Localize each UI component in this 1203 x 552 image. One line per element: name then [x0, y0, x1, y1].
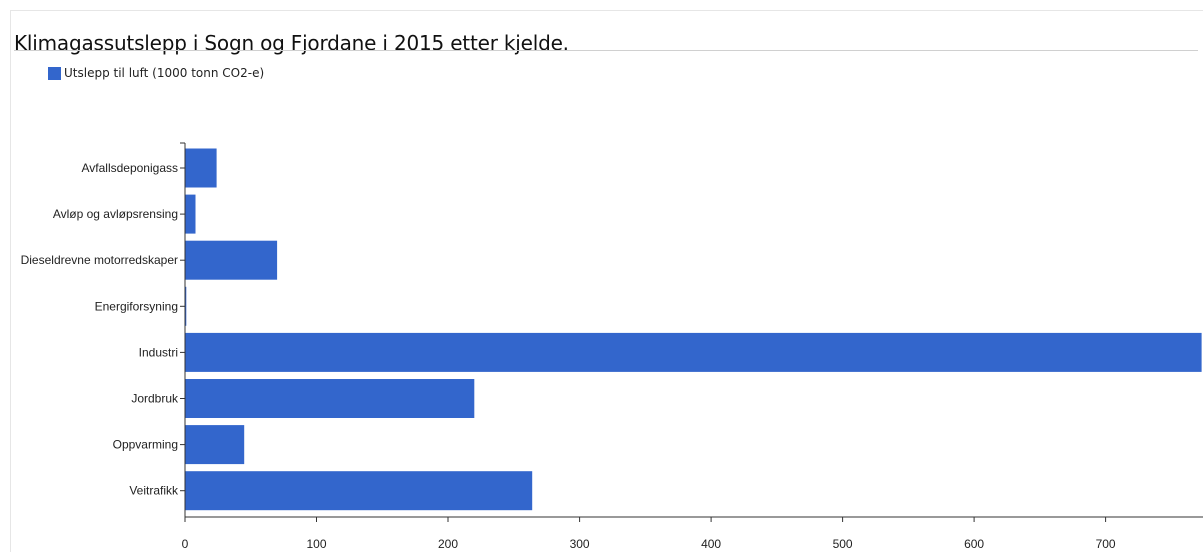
legend-label: Utslepp til luft (1000 tonn CO2-e)	[64, 66, 265, 80]
category-label: Avløp og avløpsrensing	[53, 207, 178, 221]
x-tick-label: 700	[1096, 537, 1116, 551]
bar-1[interactable]	[185, 194, 196, 234]
bar-4[interactable]	[185, 332, 1202, 372]
chart-title: Klimagassutslepp i Sogn og Fjordane i 20…	[14, 31, 569, 55]
category-label: Industri	[139, 345, 178, 359]
category-labels: Avfallsdeponigass Avløp og avløpsrensing D…	[21, 161, 179, 498]
category-label: Jordbruk	[131, 392, 179, 406]
category-label: Avfallsdeponigass	[81, 161, 178, 175]
bar-6[interactable]	[185, 425, 245, 465]
x-tick-label: 600	[964, 537, 984, 551]
chart-legend[interactable]: Utslepp til luft (1000 tonn CO2-e)	[48, 66, 264, 80]
category-label: Oppvarming	[113, 438, 178, 452]
legend-swatch	[48, 66, 61, 80]
chart-frame	[10, 10, 1203, 552]
bars-layer	[185, 148, 1202, 511]
title-divider	[14, 50, 1198, 51]
x-tick-label: 0	[182, 537, 189, 551]
category-label: Veitrafikk	[129, 484, 179, 498]
category-label: Energiforsyning	[95, 299, 178, 313]
x-tick-label: 100	[306, 537, 326, 551]
x-tick-label: 200	[438, 537, 458, 551]
bar-7[interactable]	[185, 471, 533, 511]
bar-5[interactable]	[185, 379, 475, 418]
x-axis-ticks: 0 100 200 300 400 500 600 700	[182, 537, 1116, 551]
category-label: Dieseldrevne motorredskaper	[21, 253, 178, 267]
bar-2[interactable]	[185, 240, 278, 280]
axes	[180, 142, 1203, 522]
x-tick-label: 300	[570, 537, 590, 551]
bar-3[interactable]	[185, 286, 187, 326]
x-tick-label: 400	[701, 537, 721, 551]
x-tick-label: 500	[833, 537, 853, 551]
bar-0[interactable]	[185, 148, 217, 188]
